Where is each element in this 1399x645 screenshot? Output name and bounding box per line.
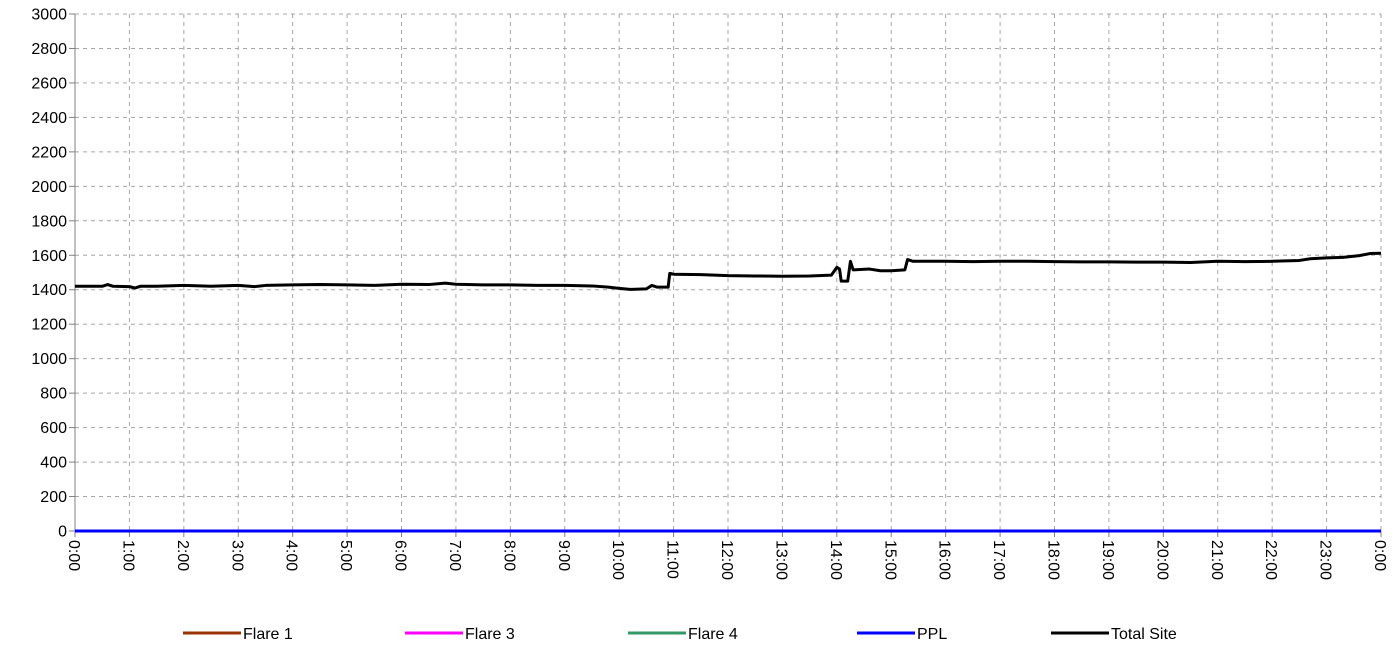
y-tick-label: 2400 <box>31 110 67 127</box>
legend-item: Flare 1 <box>183 626 293 643</box>
x-tick-label: 17:00 <box>990 540 1007 580</box>
x-tick-label: 4:00 <box>283 540 300 571</box>
x-tick-label: 15:00 <box>881 540 898 580</box>
legend: Flare 1 Flare 3 Flare 4 PPL Total Site <box>183 626 1177 643</box>
y-tick-label: 3000 <box>31 7 67 24</box>
x-tick-label: 22:00 <box>1262 540 1279 580</box>
x-tick-label: 16:00 <box>936 540 953 580</box>
y-tick-label: 200 <box>40 489 67 506</box>
y-tick-label: 2000 <box>31 179 67 196</box>
x-tick-label: 20:00 <box>1153 540 1170 580</box>
y-tick-label: 800 <box>40 386 67 403</box>
x-tick-label: 0:00 <box>1371 540 1388 571</box>
x-tick-label: 23:00 <box>1317 540 1334 580</box>
x-tick-label: 0:00 <box>65 540 82 571</box>
y-tick-labels: 0 200 400 600 800 1000 1200 1400 1600 1800 2000 220… <box>31 7 67 541</box>
y-tick-label: 2800 <box>31 41 67 58</box>
legend-label: Flare 3 <box>465 626 515 643</box>
y-tick-label: 1000 <box>31 351 67 368</box>
x-tick-label: 9:00 <box>555 540 572 571</box>
x-tick-label: 18:00 <box>1045 540 1062 580</box>
legend-label: Flare 1 <box>243 626 293 643</box>
x-tick-label: 7:00 <box>446 540 463 571</box>
x-tick-label: 1:00 <box>119 540 136 571</box>
y-tick-label: 2200 <box>31 144 67 161</box>
y-tick-label: 2600 <box>31 75 67 92</box>
y-tick-label: 1200 <box>31 317 67 334</box>
legend-item: PPL <box>857 626 947 643</box>
y-tick-label: 1400 <box>31 282 67 299</box>
x-tick-label: 11:00 <box>664 540 681 579</box>
x-tick-label: 2:00 <box>174 540 191 571</box>
y-tick-label: 0 <box>58 524 67 541</box>
x-tick-label: 6:00 <box>392 540 409 571</box>
legend-label: Flare 4 <box>688 626 738 643</box>
legend-item: Flare 4 <box>628 626 738 643</box>
x-tick-label: 13:00 <box>772 540 789 580</box>
x-tick-labels: 0:00 1:00 2:00 3:00 4:00 5:00 6:00 7:00 8:00 9:00… <box>65 540 1388 580</box>
series-line-total-site <box>75 251 1382 291</box>
x-tick-label: 12:00 <box>718 540 735 580</box>
x-tick-label: 3:00 <box>228 540 245 571</box>
legend-item: Flare 3 <box>405 626 515 643</box>
x-tick-label: 10:00 <box>609 540 626 580</box>
x-tick-label: 21:00 <box>1208 540 1225 580</box>
y-tick-label: 1800 <box>31 213 67 230</box>
grid <box>75 13 1382 531</box>
x-tick-label: 8:00 <box>500 540 517 571</box>
y-tick-label: 400 <box>40 455 67 472</box>
y-tick-label: 600 <box>40 420 67 437</box>
x-tick-label: 14:00 <box>827 540 844 580</box>
series <box>75 251 1382 533</box>
y-tick-label: 1600 <box>31 248 67 265</box>
x-tick-label: 5:00 <box>337 540 354 571</box>
legend-label: Total Site <box>1111 626 1177 643</box>
x-tick-label: 19:00 <box>1099 540 1116 580</box>
legend-item: Total Site <box>1051 626 1177 643</box>
legend-label: PPL <box>917 626 947 643</box>
